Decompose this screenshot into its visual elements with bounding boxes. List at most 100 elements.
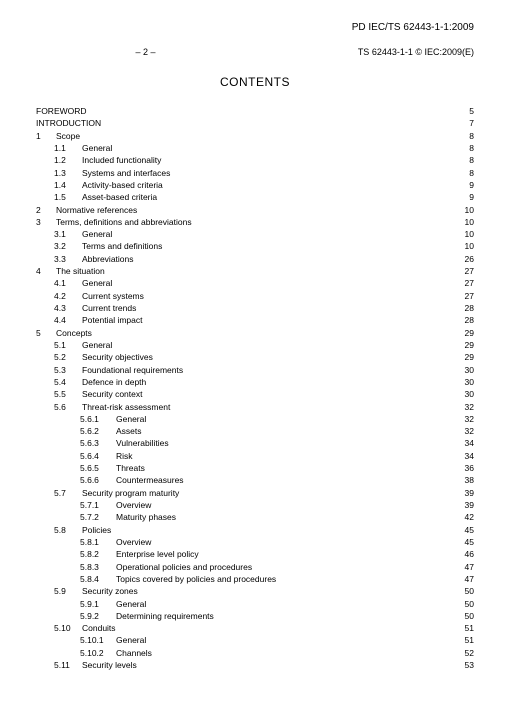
toc-entry-number: 4 [36, 265, 56, 277]
toc-entry-number: 5.6.6 [80, 474, 116, 486]
toc-entry: 5Concepts 29 [36, 327, 474, 339]
toc-entry-title: General [82, 277, 112, 289]
toc-entry-page: 38 [460, 474, 474, 486]
toc-entry: 5.4Defence in depth30 [36, 376, 474, 388]
toc-entry-title: Normative references [56, 204, 137, 216]
toc-entry-number: 3.2 [54, 240, 82, 252]
toc-entry: 1.1General8 [36, 142, 474, 154]
toc-entry-number: 5.9.1 [80, 598, 116, 610]
toc-entry-title: Risk [116, 450, 133, 462]
toc-entry: FOREWORD5 [36, 105, 474, 117]
toc-entry-page: 51 [460, 634, 474, 646]
toc-entry: 5.8.2Enterprise level policy46 [36, 548, 474, 560]
toc-entry: INTRODUCTION7 [36, 117, 474, 129]
toc-entry: 1Scope8 [36, 130, 474, 142]
toc-entry-title: General [82, 228, 112, 240]
toc-entry-number: 5.1 [54, 339, 82, 351]
toc-entry-title: Concepts [56, 327, 92, 339]
toc-entry-title: Overview [116, 536, 151, 548]
toc-entry-title: Vulnerabilities [116, 437, 169, 449]
toc-entry-page: 29 [460, 351, 474, 363]
toc-entry-number: 5.10.2 [80, 647, 116, 659]
toc-entry-page: 28 [460, 314, 474, 326]
toc-entry-page: 50 [460, 585, 474, 597]
toc-entry: 2Normative references10 [36, 204, 474, 216]
toc-entry-page: 47 [460, 573, 474, 585]
toc-entry-page: 45 [460, 536, 474, 548]
toc-entry-title: Channels [116, 647, 152, 659]
toc-entry-number: 4.1 [54, 277, 82, 289]
toc-entry-number: 5.8.1 [80, 536, 116, 548]
toc-entry-page: 8 [460, 167, 474, 179]
toc-entry-title: Maturity phases [116, 511, 176, 523]
toc-entry-number: 5.8.2 [80, 548, 116, 560]
toc-entry: 5.9.2Determining requirements50 [36, 610, 474, 622]
toc-entry-number: 4.4 [54, 314, 82, 326]
toc-entry: 4.2Current systems27 [36, 290, 474, 302]
toc-entry-title: Current trends [82, 302, 136, 314]
toc-entry-number: 5.2 [54, 351, 82, 363]
toc-entry-page: 51 [460, 622, 474, 634]
toc-entry-page: 28 [460, 302, 474, 314]
toc-entry-page: 34 [460, 437, 474, 449]
toc-entry-title: Potential impact [82, 314, 142, 326]
toc-entry-number: 5.6 [54, 401, 82, 413]
toc-entry-title: Activity-based criteria [82, 179, 163, 191]
toc-entry: 3Terms, definitions and abbreviations10 [36, 216, 474, 228]
standard-reference: TS 62443-1-1 © IEC:2009(E) [255, 47, 474, 57]
toc-entry-title: Policies [82, 524, 111, 536]
toc-entry-page: 32 [460, 401, 474, 413]
toc-entry: 5.6.3Vulnerabilities 34 [36, 437, 474, 449]
toc-entry-page: 45 [460, 524, 474, 536]
toc-entry-title: General [116, 598, 146, 610]
toc-entry: 5.8Policies45 [36, 524, 474, 536]
toc-entry-number: 5.6.3 [80, 437, 116, 449]
toc-entry: 5.9.1General50 [36, 598, 474, 610]
toc-entry-title: Foundational requirements [82, 364, 183, 376]
toc-entry-page: 8 [460, 130, 474, 142]
toc-entry-title: Security program maturity [82, 487, 179, 499]
toc-entry: 3.3Abbreviations26 [36, 253, 474, 265]
toc-entry: 5.3Foundational requirements30 [36, 364, 474, 376]
toc-entry-title: Determining requirements [116, 610, 214, 622]
toc-entry-page: 10 [460, 204, 474, 216]
toc-entry-page: 27 [460, 265, 474, 277]
toc-entry-number: 5.6.1 [80, 413, 116, 425]
toc-entry: 1.4Activity-based criteria9 [36, 179, 474, 191]
toc-entry-number: 5.7.2 [80, 511, 116, 523]
toc-entry-title: General [116, 413, 146, 425]
toc-entry-number: 5 [36, 327, 56, 339]
toc-entry: 1.3Systems and interfaces8 [36, 167, 474, 179]
toc-entry-page: 39 [460, 487, 474, 499]
toc-entry-page: 46 [460, 548, 474, 560]
toc-entry: 1.5Asset-based criteria9 [36, 191, 474, 203]
toc-entry-number: 5.8.3 [80, 561, 116, 573]
page: PD IEC/TS 62443-1-1:2009 – 2 – TS 62443-… [0, 0, 510, 691]
table-of-contents: FOREWORD5INTRODUCTION71Scope81.1General8… [36, 105, 474, 671]
toc-entry-title: Terms, definitions and abbreviations [56, 216, 192, 228]
toc-entry: 5.6.4Risk34 [36, 450, 474, 462]
toc-entry: 5.6Threat-risk assessment 32 [36, 401, 474, 413]
toc-entry-title: General [82, 339, 112, 351]
toc-entry-page: 39 [460, 499, 474, 511]
toc-entry-number: 1.2 [54, 154, 82, 166]
toc-entry-number: 5.4 [54, 376, 82, 388]
header-line: – 2 – TS 62443-1-1 © IEC:2009(E) [36, 47, 474, 57]
toc-entry-number: 1.4 [54, 179, 82, 191]
toc-entry: 5.5Security context30 [36, 388, 474, 400]
toc-entry-title: Included functionality [82, 154, 161, 166]
toc-entry: 5.6.2Assets32 [36, 425, 474, 437]
toc-entry-page: 32 [460, 413, 474, 425]
toc-entry-page: 29 [460, 327, 474, 339]
toc-entry: 5.6.1General 32 [36, 413, 474, 425]
toc-entry-number: 5.11 [54, 659, 82, 671]
toc-entry-title: Security objectives [82, 351, 153, 363]
toc-entry-title: Asset-based criteria [82, 191, 157, 203]
toc-entry-page: 27 [460, 290, 474, 302]
toc-entry: 5.7.2Maturity phases42 [36, 511, 474, 523]
toc-entry-page: 27 [460, 277, 474, 289]
toc-entry: 5.9Security zones50 [36, 585, 474, 597]
toc-entry-page: 10 [460, 240, 474, 252]
toc-entry-title: Current systems [82, 290, 144, 302]
toc-entry-title: Threat-risk assessment [82, 401, 170, 413]
